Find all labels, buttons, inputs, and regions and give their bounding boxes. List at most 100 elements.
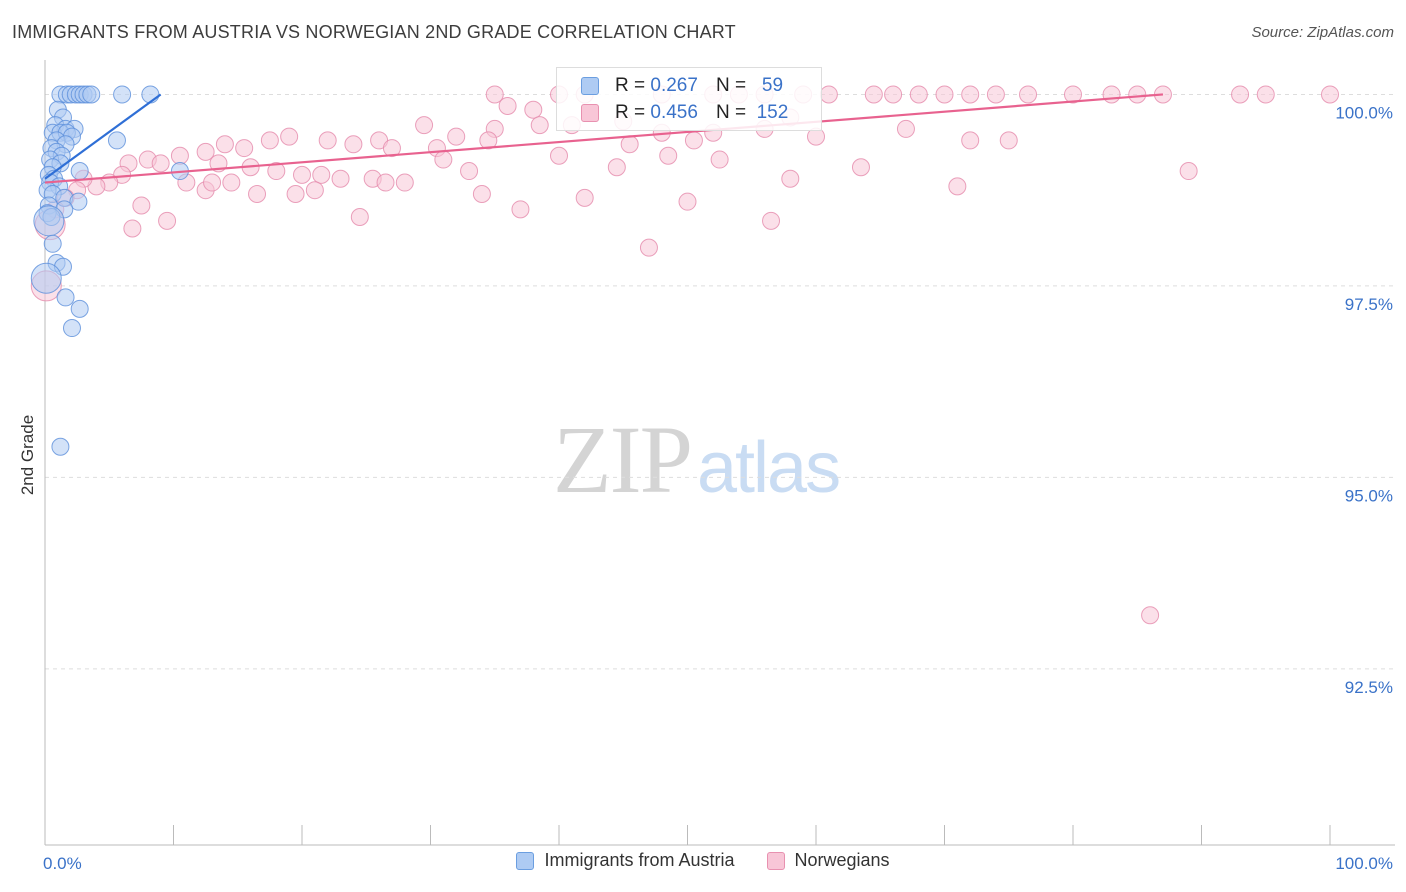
austria-point — [56, 288, 75, 307]
norwegians-point — [151, 154, 170, 173]
norwegians-point — [1231, 85, 1250, 104]
austria-point — [82, 85, 101, 104]
norwegians-point — [267, 162, 286, 181]
x-tick-label: 0.0% — [43, 854, 82, 873]
norwegians-point — [382, 139, 401, 158]
norwegians-point — [659, 146, 678, 165]
norwegians-point — [1064, 85, 1082, 104]
norwegians-n-label: N = — [715, 102, 747, 123]
watermark-zip: ZIP — [553, 406, 693, 513]
norwegians-point — [999, 131, 1018, 150]
norwegians-point — [222, 173, 241, 192]
norwegians-point — [575, 188, 594, 207]
norwegians-point — [1019, 85, 1038, 104]
norwegians-point — [123, 219, 142, 238]
norwegians-point — [248, 185, 267, 204]
austria-point — [30, 262, 62, 294]
norwegians-point — [684, 131, 703, 150]
austria-n-value: 59 — [761, 75, 784, 96]
stats-row-austria: R = 0.267 N = 59 — [581, 74, 783, 98]
norwegians-point — [235, 139, 254, 158]
norwegians-point — [350, 208, 369, 226]
legend-item-austria[interactable]: Immigrants from Austria — [516, 850, 735, 871]
norwegians-swatch-icon — [581, 104, 599, 122]
norwegians-point — [196, 142, 215, 161]
austria-n-label: N = — [715, 75, 747, 96]
norwegians-point — [479, 131, 498, 150]
stats-box: R = 0.267 N = 59 R = 0.456 N = 152 — [556, 67, 822, 131]
austria-point — [70, 299, 89, 318]
norwegians-n-value: 152 — [756, 102, 789, 123]
norwegians-point — [530, 116, 549, 135]
norwegians-point — [434, 150, 453, 169]
norwegians-point — [948, 177, 967, 196]
y-tick-label: 95.0% — [1345, 486, 1393, 505]
watermark-atlas: atlas — [697, 428, 841, 508]
norwegians-point — [511, 200, 530, 219]
norwegians-point — [781, 169, 800, 188]
legend-item-norwegians[interactable]: Norwegians — [766, 850, 890, 871]
source-credit: Source: ZipAtlas.com — [1251, 24, 1394, 41]
legend: Immigrants from Austria Norwegians — [0, 850, 1406, 871]
norwegians-point — [1141, 606, 1160, 625]
austria-point — [33, 205, 65, 237]
norwegians-point — [132, 196, 151, 215]
norwegians-point — [909, 85, 928, 104]
norwegians-point — [312, 165, 331, 184]
norwegians-point — [498, 96, 517, 115]
austria-trend-line — [44, 93, 162, 180]
austria-point — [69, 192, 88, 211]
y-tick-label: 97.5% — [1345, 295, 1393, 314]
norwegians-point — [1321, 85, 1339, 104]
norwegians-point — [864, 85, 883, 104]
austria-point — [51, 437, 70, 456]
x-tick-label: 100.0% — [1335, 854, 1393, 873]
norwegians-point — [961, 131, 980, 150]
norwegians-point — [447, 127, 466, 146]
austria-point — [141, 85, 160, 104]
legend-austria-label: Immigrants from Austria — [544, 850, 735, 870]
norwegians-point — [344, 135, 363, 154]
austria-point — [113, 85, 132, 104]
watermark: ZIPatlas — [553, 404, 841, 515]
norwegians-point — [524, 100, 543, 119]
norwegians-point — [935, 85, 954, 104]
norwegians-point — [1128, 85, 1147, 104]
norwegians-point — [293, 165, 311, 184]
legend-norwegians-label: Norwegians — [794, 850, 890, 870]
norwegians-point — [485, 85, 504, 104]
austria-r-value: 0.267 — [650, 75, 698, 96]
norwegians-point — [158, 211, 177, 230]
austria-swatch-icon — [581, 77, 599, 95]
norwegians-point — [639, 238, 658, 257]
norwegians-point — [620, 135, 639, 154]
norwegians-point — [460, 162, 479, 181]
norwegians-point — [286, 185, 305, 204]
norwegians-point — [318, 131, 337, 150]
legend-norwegians-swatch-icon — [766, 851, 785, 870]
norwegians-point — [819, 85, 838, 104]
norwegians-point — [896, 119, 915, 138]
norwegians-point — [607, 158, 626, 177]
norwegians-point — [1179, 162, 1198, 181]
legend-austria-swatch-icon — [516, 851, 535, 870]
norwegians-point — [1256, 85, 1275, 104]
norwegians-point — [415, 116, 434, 135]
norwegians-point — [472, 185, 491, 204]
norwegians-point — [986, 85, 1005, 104]
austria-point — [62, 319, 81, 338]
norwegians-point — [678, 192, 697, 211]
norwegians-trend-line — [44, 93, 1164, 184]
norwegians-point — [710, 150, 729, 169]
norwegians-point — [884, 85, 903, 104]
austria-point — [107, 131, 126, 150]
austria-point — [43, 234, 62, 253]
norwegians-point — [1102, 85, 1121, 104]
y-tick-label: 92.5% — [1345, 678, 1393, 697]
norwegians-point — [280, 127, 299, 146]
norwegians-point — [395, 173, 414, 192]
norwegians-r-label: R = — [615, 102, 646, 123]
norwegians-point — [170, 146, 189, 165]
y-tick-label: 100.0% — [1335, 103, 1393, 122]
